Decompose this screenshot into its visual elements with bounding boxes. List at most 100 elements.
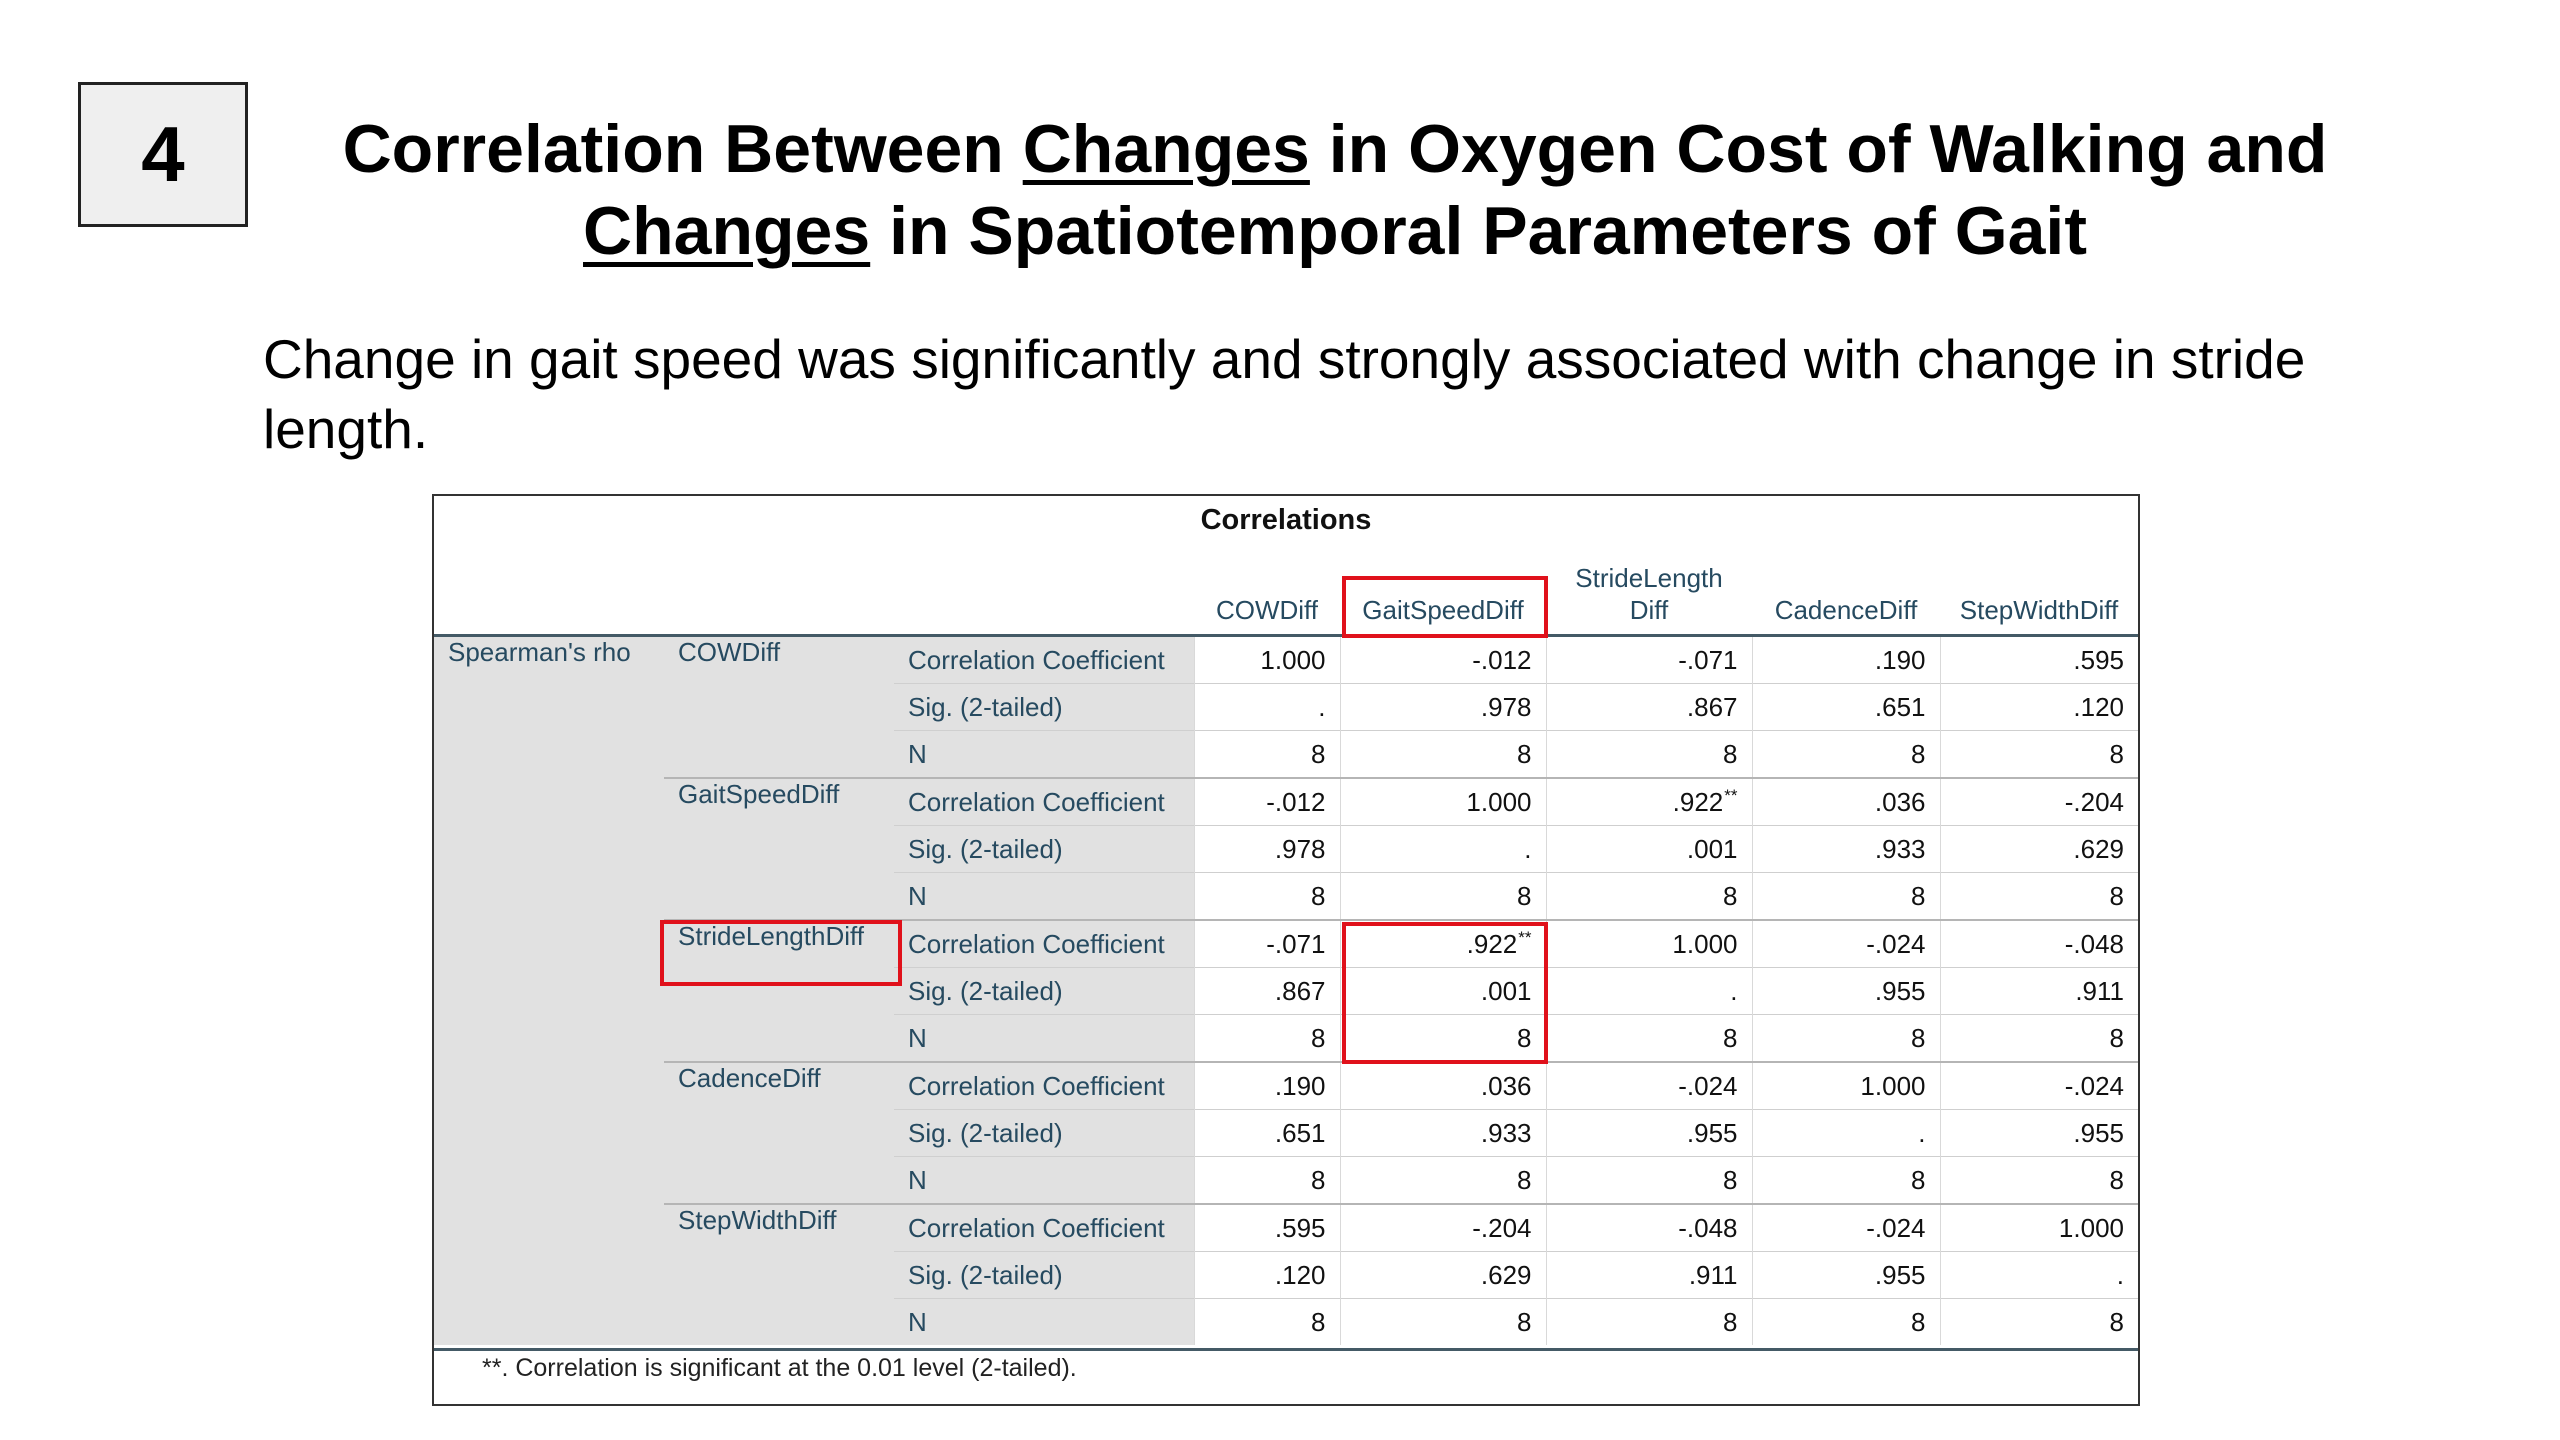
table-cell: 8	[1339, 730, 1546, 778]
statistic-label: N	[894, 1156, 1194, 1204]
table-cell: -.048	[1939, 919, 2138, 968]
table-cell: 8	[1545, 1298, 1752, 1345]
table-cell: .	[1939, 1251, 2138, 1299]
title-text-1: Correlation Between	[342, 111, 1023, 187]
table-row: Sig. (2-tailed) .978. .001.933.629	[434, 825, 2138, 873]
column-header: StrideLength Diff	[1546, 556, 1752, 636]
table-cell: .036	[1751, 777, 1940, 826]
row-variable-label: GaitSpeedDiff	[664, 777, 894, 920]
title-underlined-2: Changes	[583, 193, 871, 269]
significance-marker: **	[1724, 786, 1738, 805]
column-header: StepWidthDiff	[1959, 595, 2119, 625]
row-variable-label: CadenceDiff	[664, 1061, 894, 1204]
table-cell: 8	[1751, 1156, 1940, 1204]
table-cell: 8	[1751, 1298, 1940, 1345]
table-cell: 8	[1939, 1014, 2138, 1062]
table-cell: -.012	[1193, 777, 1340, 826]
table-cell: 8	[1545, 730, 1752, 778]
table-cell: 8	[1193, 730, 1340, 778]
table-cell: 8	[1751, 872, 1940, 920]
slide-number-box: 4	[78, 82, 248, 227]
table-cell: 8	[1193, 1298, 1340, 1345]
table-cell: -.048	[1545, 1203, 1752, 1252]
table-row: Sig. (2-tailed) .651.933.955. .955	[434, 1109, 2138, 1157]
table-cell: 8	[1545, 1014, 1752, 1062]
row-variable-label: StrideLengthDiff	[664, 919, 894, 1062]
table-cell: .190	[1751, 635, 1940, 684]
slide-title: Correlation Between Changes in Oxygen Co…	[260, 108, 2410, 272]
column-header: CadenceDiff	[1774, 595, 1918, 625]
table-cell: .955	[1545, 1109, 1752, 1157]
footnote-divider	[434, 1348, 2138, 1351]
table-cell: .911	[1545, 1251, 1752, 1299]
table-cell: 8	[1339, 1014, 1546, 1062]
table-cell: .651	[1751, 683, 1940, 731]
column-header: GaitSpeedDiff	[1362, 595, 1524, 625]
table-cell: .036	[1339, 1061, 1546, 1110]
slide-number: 4	[141, 110, 185, 198]
table-cell: .978	[1193, 825, 1340, 873]
table-cell: 8	[1193, 1156, 1340, 1204]
table-cell: .	[1545, 967, 1752, 1015]
statistic-label: Sig. (2-tailed)	[894, 825, 1194, 873]
table-cell: -.071	[1193, 919, 1340, 968]
table-cell: 1.000	[1545, 919, 1752, 968]
table-cell: -.204	[1339, 1203, 1546, 1252]
statistic-label: Sig. (2-tailed)	[894, 1251, 1194, 1299]
table-cell: .955	[1939, 1109, 2138, 1157]
statistic-label: N	[894, 730, 1194, 778]
statistic-label: N	[894, 1298, 1194, 1345]
table-cell: 8	[1339, 1298, 1546, 1345]
table-cell: .001	[1545, 825, 1752, 873]
table-cell: .629	[1339, 1251, 1546, 1299]
statistic-label: Sig. (2-tailed)	[894, 1109, 1194, 1157]
correlations-table-panel: Correlations COWDiff GaitSpeedDiff Strid…	[432, 494, 2140, 1406]
table-cell: .595	[1193, 1203, 1340, 1252]
table-row: Sig. (2-tailed) .867.001. .955.911	[434, 967, 2138, 1015]
table-cell: .	[1339, 825, 1546, 873]
title-text-3: in Spatiotemporal Parameters of Gait	[870, 193, 2087, 269]
statistic-label: Correlation Coefficient	[894, 777, 1194, 826]
table-cell: .001	[1339, 967, 1546, 1015]
table-cell: .922**	[1339, 919, 1546, 968]
table-cell: 8	[1751, 1014, 1940, 1062]
method-label: Spearman's rho	[434, 635, 664, 1345]
column-header-label: StrideLength Diff	[1575, 563, 1723, 625]
table-cell: .867	[1545, 683, 1752, 731]
statistic-label: Correlation Coefficient	[894, 1203, 1194, 1252]
table-cell: 8	[1939, 1298, 2138, 1345]
table-header-row: COWDiff GaitSpeedDiff StrideLength Diff …	[434, 556, 2138, 636]
table-row: Sig. (2-tailed) .120.629.911.955.	[434, 1251, 2138, 1299]
table-cell: -.024	[1751, 1203, 1940, 1252]
table-cell: .911	[1939, 967, 2138, 1015]
table-cell: 8	[1939, 730, 2138, 778]
title-text-2: in Oxygen Cost of Walking and	[1309, 111, 2328, 187]
table-row: CadenceDiff Correlation Coefficient .190.0…	[434, 1061, 2138, 1204]
significance-marker: **	[1518, 928, 1532, 947]
table-cell: .	[1193, 683, 1340, 731]
statistic-label: Correlation Coefficient	[894, 635, 1194, 684]
table-cell: -.012	[1339, 635, 1546, 684]
correlations-table: COWDiff GaitSpeedDiff StrideLength Diff …	[434, 556, 2138, 1345]
table-body: Spearman's rho COWDiff Correlation Coeffic…	[434, 635, 2138, 1345]
statistic-label: Correlation Coefficient	[894, 919, 1194, 968]
table-cell: .190	[1193, 1061, 1340, 1110]
table-cell: 8	[1339, 872, 1546, 920]
column-header: COWDiff	[1215, 595, 1319, 625]
table-cell: .933	[1751, 825, 1940, 873]
table-row: StrideLengthDiff Correlation Coefficient -…	[434, 919, 2138, 1062]
table-cell: 1.000	[1751, 1061, 1940, 1110]
table-cell: .933	[1339, 1109, 1546, 1157]
table-cell: 8	[1939, 872, 2138, 920]
table-cell: .	[1751, 1109, 1940, 1157]
table-cell: 8	[1545, 1156, 1752, 1204]
table-cell: -.024	[1939, 1061, 2138, 1110]
table-cell: .629	[1939, 825, 2138, 873]
table-cell: .120	[1193, 1251, 1340, 1299]
table-row: Spearman's rho COWDiff Correlation Coeffic…	[434, 635, 2138, 1345]
table-cell: -.024	[1751, 919, 1940, 968]
